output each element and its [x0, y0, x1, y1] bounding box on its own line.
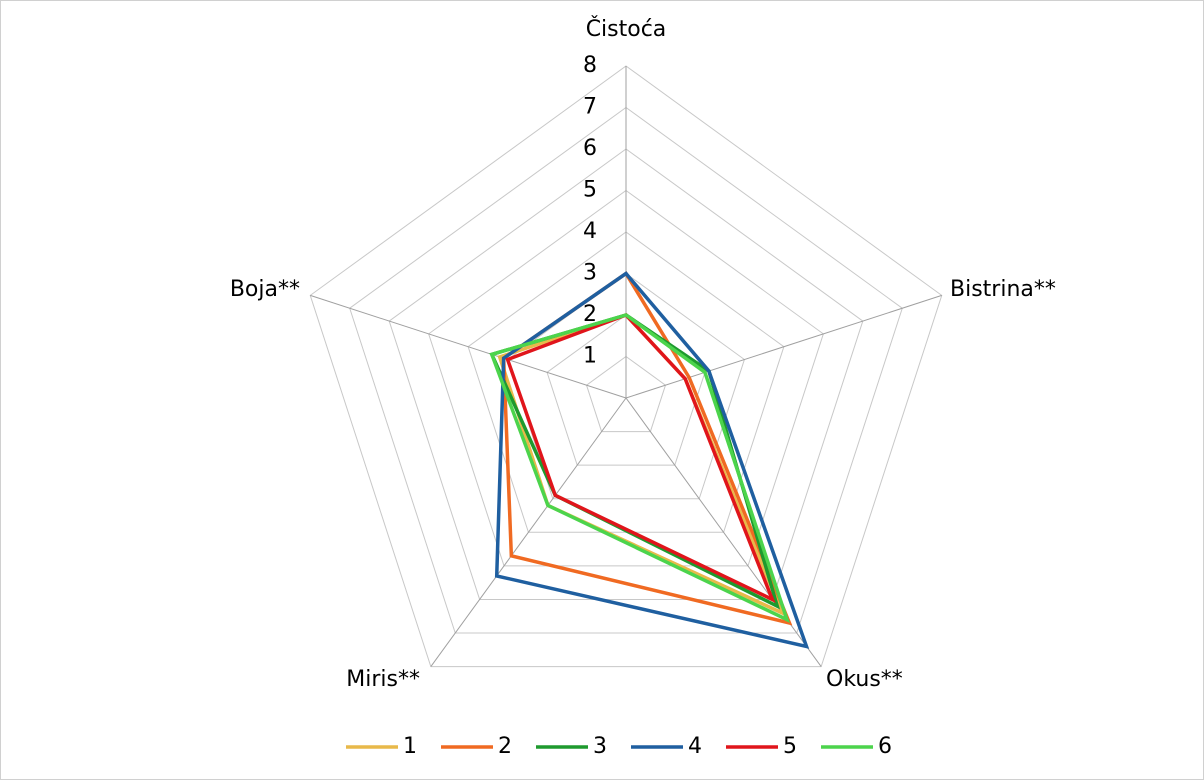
legend-label: 5: [783, 734, 797, 759]
r-tick-label: 3: [583, 261, 597, 286]
legend-label: 6: [878, 734, 892, 759]
grid-line: [349, 106, 903, 634]
series-line: [505, 312, 776, 603]
r-tick-label: 5: [583, 178, 597, 203]
category-label: Miris**: [346, 667, 420, 692]
grid-line: [388, 148, 864, 600]
axis-line: [310, 294, 627, 399]
category-label: Boja**: [230, 277, 300, 302]
r-tick-label: 8: [583, 53, 597, 78]
category-label: Čistoća: [586, 16, 667, 42]
legend-label: 4: [688, 734, 702, 759]
category-label: Bistrina**: [950, 277, 1056, 302]
r-tick-label: 4: [583, 219, 597, 244]
r-tick-label: 1: [583, 344, 597, 369]
r-tick-label: 2: [583, 302, 597, 327]
grid-line: [428, 189, 824, 567]
legend-label: 2: [498, 734, 512, 759]
legend-label: 3: [593, 734, 607, 759]
grid-line: [309, 65, 943, 668]
axis-line: [625, 294, 942, 399]
r-tick-label: 6: [583, 136, 597, 161]
series-line: [489, 313, 790, 623]
grid-line: [585, 355, 667, 433]
category-label: Okus**: [826, 667, 903, 692]
r-tick-label: 7: [583, 95, 597, 120]
axis-line: [430, 397, 627, 667]
legend-label: 1: [403, 734, 417, 759]
